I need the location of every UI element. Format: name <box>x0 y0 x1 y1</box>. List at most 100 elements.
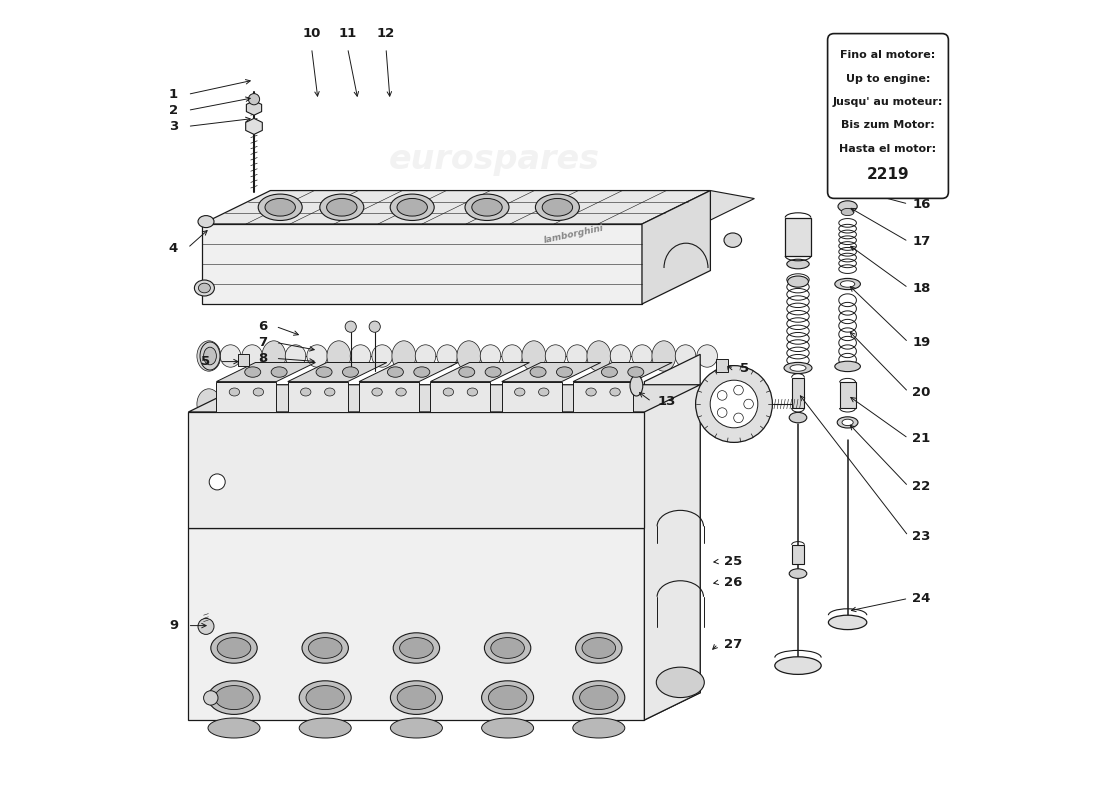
Ellipse shape <box>539 388 549 396</box>
Ellipse shape <box>573 718 625 738</box>
Ellipse shape <box>437 393 458 415</box>
Circle shape <box>198 618 214 634</box>
Polygon shape <box>359 362 458 382</box>
Ellipse shape <box>630 375 642 396</box>
Text: 23: 23 <box>912 530 931 542</box>
Ellipse shape <box>842 419 854 426</box>
Text: 4: 4 <box>168 242 178 254</box>
Circle shape <box>734 413 744 422</box>
Ellipse shape <box>536 194 580 221</box>
Ellipse shape <box>307 393 328 415</box>
Ellipse shape <box>789 569 806 578</box>
Ellipse shape <box>482 718 534 738</box>
Ellipse shape <box>784 362 812 374</box>
Ellipse shape <box>835 278 860 290</box>
Text: eurospares: eurospares <box>362 411 626 453</box>
Ellipse shape <box>828 615 867 630</box>
Ellipse shape <box>390 681 442 714</box>
Bar <box>716 359 727 372</box>
Ellipse shape <box>788 276 808 287</box>
Ellipse shape <box>724 233 741 247</box>
Ellipse shape <box>491 638 525 658</box>
Ellipse shape <box>837 417 858 428</box>
Ellipse shape <box>327 341 351 371</box>
Ellipse shape <box>488 686 527 710</box>
Ellipse shape <box>546 345 565 367</box>
Ellipse shape <box>437 345 458 367</box>
Ellipse shape <box>414 367 430 378</box>
Ellipse shape <box>631 345 652 367</box>
Polygon shape <box>288 362 387 382</box>
Ellipse shape <box>842 208 854 215</box>
Bar <box>833 134 862 170</box>
Polygon shape <box>202 190 711 224</box>
Ellipse shape <box>790 365 806 371</box>
Ellipse shape <box>482 681 534 714</box>
Text: 15: 15 <box>912 160 931 173</box>
Ellipse shape <box>350 393 371 415</box>
Ellipse shape <box>300 388 311 396</box>
Ellipse shape <box>262 341 286 371</box>
Polygon shape <box>188 385 701 412</box>
Ellipse shape <box>242 393 263 415</box>
Ellipse shape <box>835 362 860 371</box>
Ellipse shape <box>320 194 364 221</box>
Ellipse shape <box>197 341 221 371</box>
Text: 6: 6 <box>258 320 267 333</box>
Circle shape <box>717 390 727 400</box>
Text: 21: 21 <box>912 432 931 445</box>
Polygon shape <box>359 382 419 412</box>
Bar <box>839 382 856 408</box>
Text: 2: 2 <box>169 104 178 117</box>
Ellipse shape <box>316 367 332 378</box>
Ellipse shape <box>397 198 428 216</box>
Ellipse shape <box>324 388 334 396</box>
Polygon shape <box>188 528 645 720</box>
Ellipse shape <box>204 347 217 365</box>
Text: Fino al motore:: Fino al motore: <box>840 50 936 61</box>
Ellipse shape <box>217 638 251 658</box>
Ellipse shape <box>675 345 696 367</box>
Text: 1: 1 <box>169 88 178 101</box>
Ellipse shape <box>265 198 296 216</box>
Ellipse shape <box>214 686 253 710</box>
Ellipse shape <box>415 345 436 367</box>
Polygon shape <box>188 501 701 528</box>
Ellipse shape <box>415 393 436 415</box>
Ellipse shape <box>397 686 436 710</box>
Bar <box>792 545 804 564</box>
Text: lamborghini: lamborghini <box>543 224 605 245</box>
Ellipse shape <box>587 341 610 371</box>
Ellipse shape <box>307 345 328 367</box>
Ellipse shape <box>350 345 371 367</box>
Ellipse shape <box>299 718 351 738</box>
Ellipse shape <box>372 345 393 367</box>
Circle shape <box>204 690 218 705</box>
Ellipse shape <box>258 194 303 221</box>
Circle shape <box>249 94 260 105</box>
Ellipse shape <box>387 367 404 378</box>
Text: 27: 27 <box>725 638 742 650</box>
Text: Up to engine:: Up to engine: <box>846 74 931 84</box>
Ellipse shape <box>271 367 287 378</box>
Bar <box>785 218 811 256</box>
Ellipse shape <box>372 388 383 396</box>
Text: 3: 3 <box>168 120 178 133</box>
Ellipse shape <box>573 681 625 714</box>
Text: 19: 19 <box>912 336 931 349</box>
Circle shape <box>695 366 772 442</box>
Ellipse shape <box>521 389 546 419</box>
Polygon shape <box>502 382 562 412</box>
Text: 20: 20 <box>912 386 931 398</box>
Text: Bis zum Motor:: Bis zum Motor: <box>842 121 935 130</box>
Ellipse shape <box>302 633 349 663</box>
Ellipse shape <box>229 388 240 396</box>
Text: 10: 10 <box>302 27 321 40</box>
Text: 9: 9 <box>169 619 178 632</box>
Polygon shape <box>245 118 262 134</box>
Ellipse shape <box>392 389 416 419</box>
Ellipse shape <box>459 367 475 378</box>
Circle shape <box>734 386 744 395</box>
Ellipse shape <box>582 638 616 658</box>
Polygon shape <box>202 224 642 304</box>
